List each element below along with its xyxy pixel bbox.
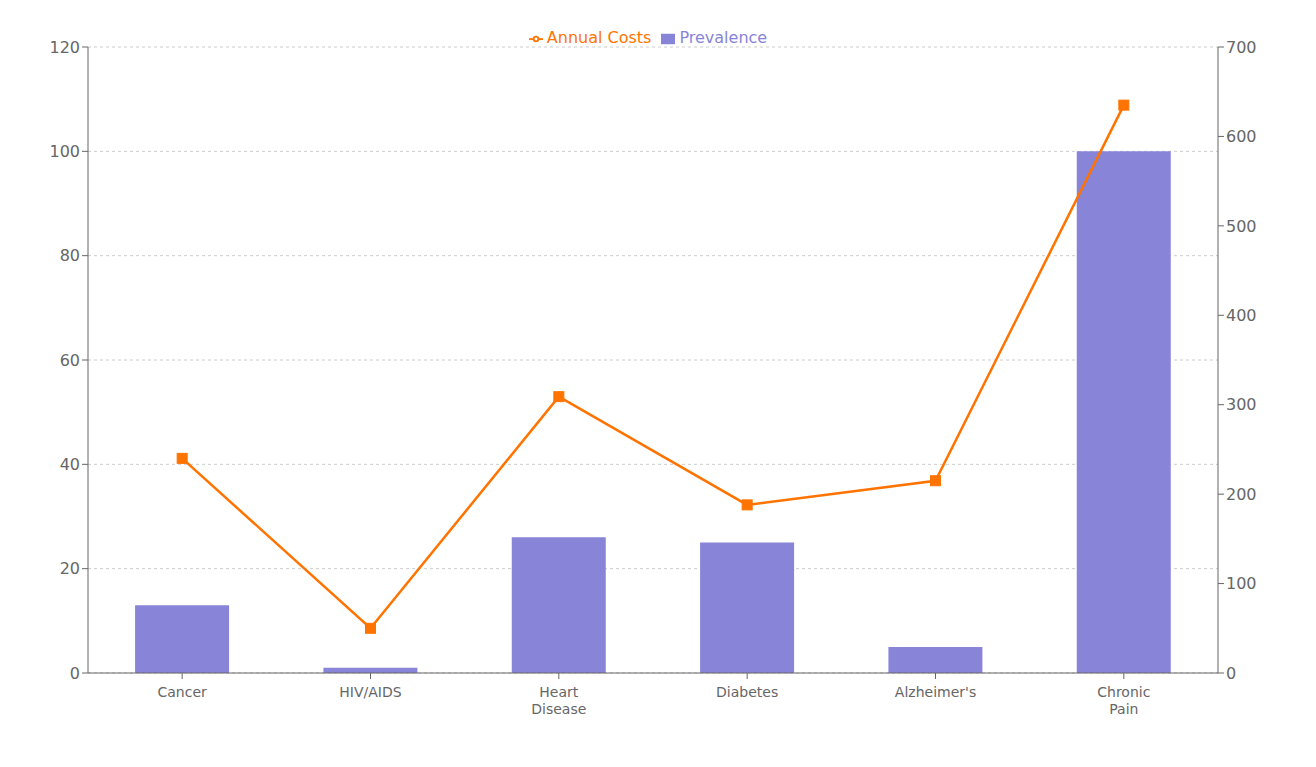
svg-text:HeartDisease: HeartDisease: [531, 684, 586, 717]
svg-text:60: 60: [60, 351, 80, 370]
html-text:Prevalence: Prevalence: [679, 28, 768, 47]
svg-text:400: 400: [1226, 306, 1257, 325]
svg-text:HIV/AIDS: HIV/AIDS: [339, 684, 401, 700]
svg-text:Cancer: Cancer: [158, 684, 208, 700]
svg-text:120: 120: [49, 38, 80, 57]
html-text:Annual Costs: Annual Costs: [546, 28, 652, 47]
svg-text:100: 100: [49, 142, 80, 161]
svg-text:ChronicPain: ChronicPain: [1097, 684, 1150, 717]
svg-text:500: 500: [1226, 217, 1257, 236]
svg-text:40: 40: [60, 455, 80, 474]
svg-text:0: 0: [1226, 664, 1236, 683]
svg-text:700: 700: [1226, 38, 1257, 57]
svg-text:600: 600: [1226, 127, 1257, 146]
svg-text:100: 100: [1226, 574, 1257, 593]
svg-text:0: 0: [70, 664, 80, 683]
svg-text:Alzheimer's: Alzheimer's: [895, 684, 976, 700]
svg-text:300: 300: [1226, 395, 1257, 414]
svg-text:Diabetes: Diabetes: [716, 684, 778, 700]
svg-text:200: 200: [1226, 485, 1257, 504]
svg-text:80: 80: [60, 246, 80, 265]
svg-text:20: 20: [60, 559, 80, 578]
